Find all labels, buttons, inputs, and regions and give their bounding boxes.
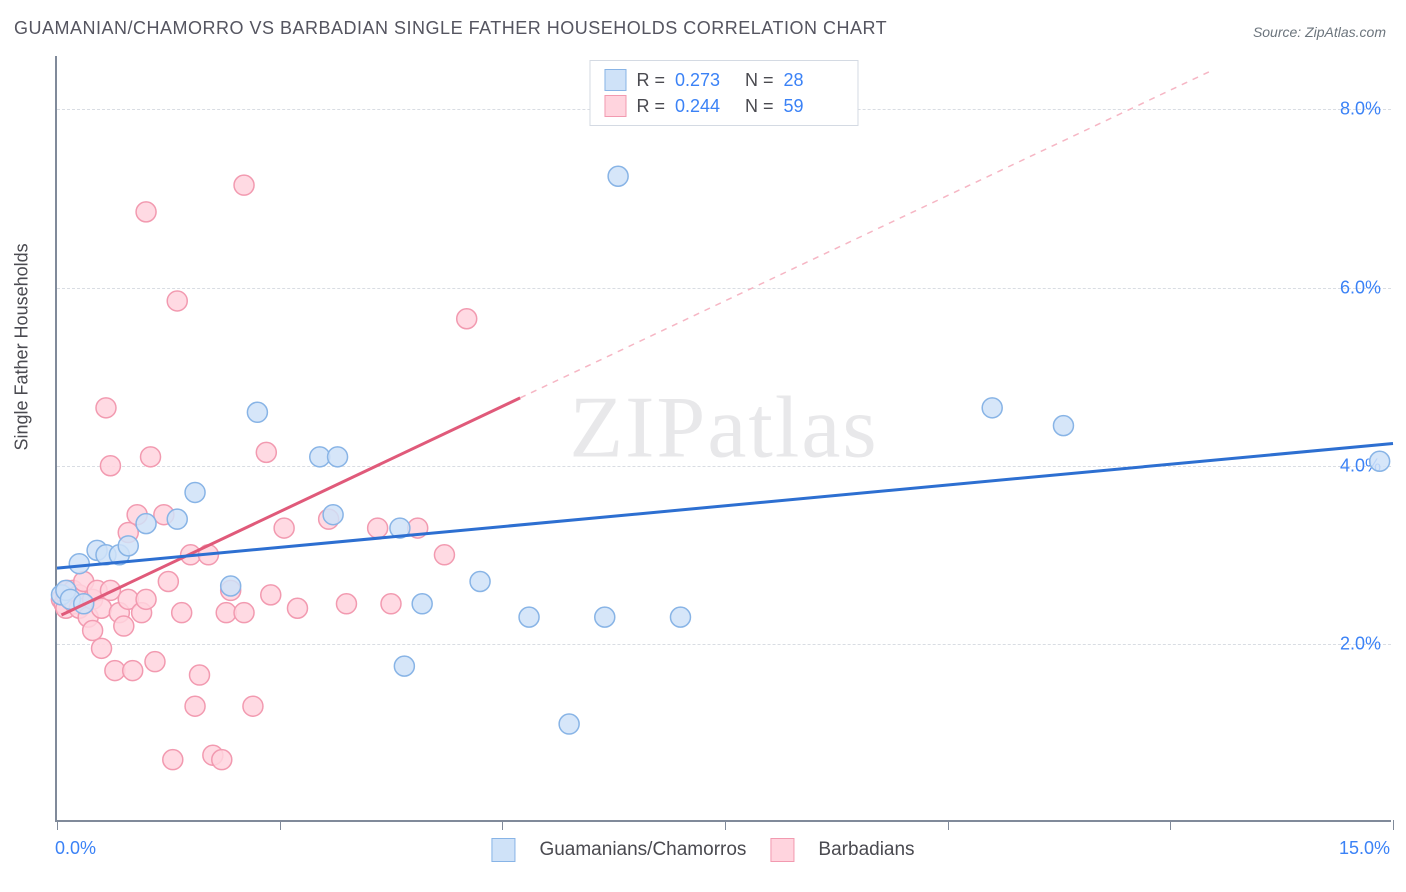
scatter-point	[243, 696, 263, 716]
scatter-point	[412, 594, 432, 614]
scatter-point	[595, 607, 615, 627]
x-tick	[57, 820, 58, 830]
scatter-point	[519, 607, 539, 627]
scatter-point	[163, 750, 183, 770]
scatter-point	[96, 398, 116, 418]
scatter-point	[105, 661, 125, 681]
scatter-point	[172, 603, 192, 623]
scatter-point	[381, 594, 401, 614]
scatter-point	[136, 202, 156, 222]
scatter-point	[434, 545, 454, 565]
scatter-point	[92, 638, 112, 658]
legend-swatch-1	[770, 838, 794, 862]
scatter-point	[274, 518, 294, 538]
scatter-point	[221, 576, 241, 596]
scatter-point	[1370, 451, 1390, 471]
stat-label-R: R =	[636, 70, 665, 91]
x-tick-label-min: 0.0%	[55, 838, 96, 859]
scatter-point	[247, 402, 267, 422]
plot-area: ZIPatlas 2.0%4.0%6.0%8.0% R = 0.273 N = …	[55, 56, 1391, 822]
legend-swatch-0	[491, 838, 515, 862]
scatter-point	[368, 518, 388, 538]
scatter-point	[118, 536, 138, 556]
scatter-point	[100, 456, 120, 476]
stat-R-1: 0.244	[675, 96, 735, 117]
scatter-point	[92, 598, 112, 618]
scatter-point	[167, 291, 187, 311]
x-tick	[1393, 820, 1394, 830]
stat-N-0: 28	[784, 70, 844, 91]
x-tick	[948, 820, 949, 830]
scatter-point	[328, 447, 348, 467]
scatter-point	[234, 603, 254, 623]
scatter-point	[185, 696, 205, 716]
swatch-series-0	[604, 69, 626, 91]
stat-label-N: N =	[745, 70, 774, 91]
swatch-series-1	[604, 95, 626, 117]
scatter-point	[167, 509, 187, 529]
x-tick	[725, 820, 726, 830]
scatter-point	[83, 621, 103, 641]
scatter-point	[670, 607, 690, 627]
scatter-point	[256, 442, 276, 462]
scatter-point	[287, 598, 307, 618]
scatter-point	[457, 309, 477, 329]
stats-row-1: R = 0.244 N = 59	[604, 93, 843, 119]
chart-title: GUAMANIAN/CHAMORRO VS BARBADIAN SINGLE F…	[14, 18, 887, 39]
stat-N-1: 59	[784, 96, 844, 117]
scatter-point	[323, 505, 343, 525]
legend-label-1: Barbadians	[818, 839, 914, 861]
x-tick	[1170, 820, 1171, 830]
scatter-point	[190, 665, 210, 685]
scatter-point	[559, 714, 579, 734]
x-tick-label-max: 15.0%	[1339, 838, 1390, 859]
scatter-point	[310, 447, 330, 467]
scatter-point	[114, 616, 134, 636]
y-axis-title: Single Father Households	[12, 243, 33, 450]
scatter-point	[212, 750, 232, 770]
scatter-point	[1053, 416, 1073, 436]
stats-row-0: R = 0.273 N = 28	[604, 67, 843, 93]
scatter-point	[136, 589, 156, 609]
scatter-point	[394, 656, 414, 676]
stats-legend: R = 0.273 N = 28 R = 0.244 N = 59	[589, 60, 858, 126]
scatter-point	[336, 594, 356, 614]
regression-line	[57, 443, 1393, 568]
scatter-point	[123, 661, 143, 681]
source-label: Source: ZipAtlas.com	[1253, 24, 1386, 40]
scatter-point	[145, 652, 165, 672]
scatter-point	[608, 166, 628, 186]
stat-label-N: N =	[745, 96, 774, 117]
stat-label-R: R =	[636, 96, 665, 117]
scatter-point	[982, 398, 1002, 418]
x-tick	[280, 820, 281, 830]
scatter-point	[470, 572, 490, 592]
scatter-point	[158, 572, 178, 592]
scatter-point	[234, 175, 254, 195]
scatter-point	[261, 585, 281, 605]
scatter-point	[185, 482, 205, 502]
stat-R-0: 0.273	[675, 70, 735, 91]
scatter-plot-svg	[57, 56, 1391, 820]
x-tick	[502, 820, 503, 830]
scatter-point	[136, 514, 156, 534]
chart-container: GUAMANIAN/CHAMORRO VS BARBADIAN SINGLE F…	[0, 0, 1406, 892]
bottom-legend: Guamanians/Chamorros Barbadians	[491, 838, 914, 862]
scatter-point	[69, 554, 89, 574]
scatter-point	[141, 447, 161, 467]
scatter-point	[216, 603, 236, 623]
legend-label-0: Guamanians/Chamorros	[539, 839, 746, 861]
